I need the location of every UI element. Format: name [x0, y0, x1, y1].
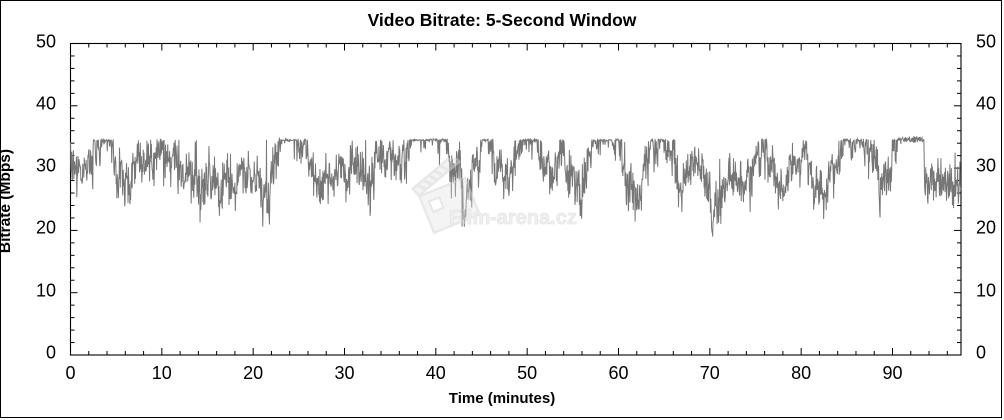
svg-text:Film-arena.cz: Film-arena.cz: [449, 207, 577, 229]
